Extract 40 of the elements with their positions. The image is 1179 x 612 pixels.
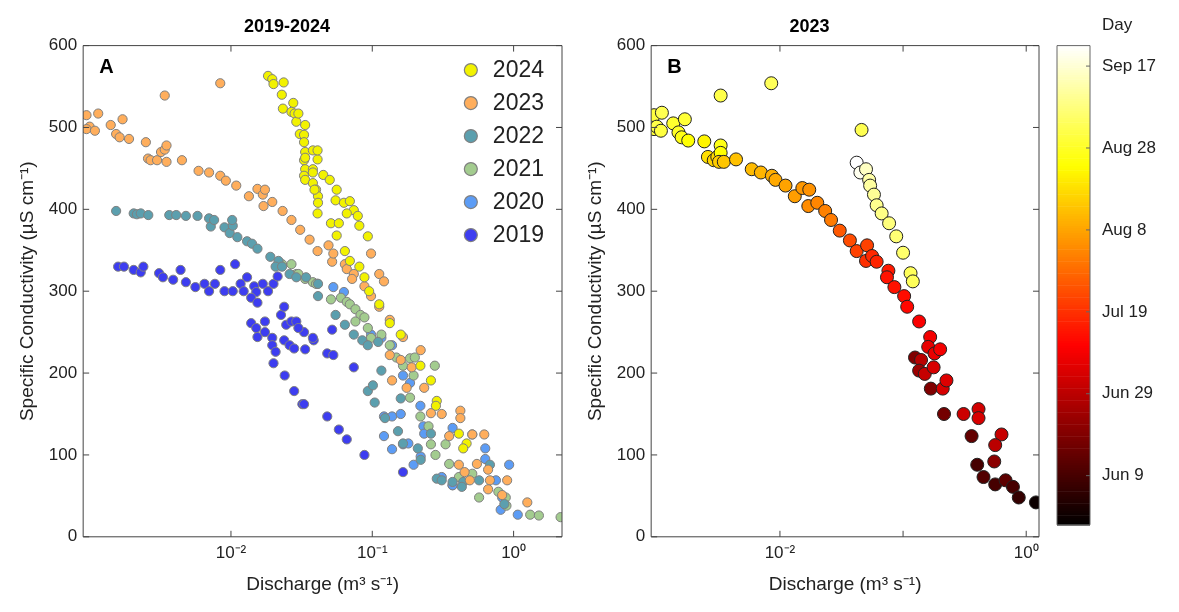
annotation: A <box>99 55 114 78</box>
y-tick-label: 400 <box>616 199 646 219</box>
annotation: B <box>667 55 682 78</box>
x-tick-label: 10⁻¹ <box>356 542 388 562</box>
legend-label: 2023 <box>492 89 545 116</box>
legend-label: 2020 <box>492 188 545 215</box>
y-tick-label: 300 <box>48 280 78 300</box>
color-bar-label: Aug 8 <box>1102 219 1147 239</box>
color-bar-title: Day <box>1102 15 1133 35</box>
color-bar-label: Sep 17 <box>1102 55 1156 75</box>
chart-title: 2023 <box>789 15 830 36</box>
y-tick-label: 300 <box>616 280 646 300</box>
x-axis-title: Discharge (m³ s⁻¹) <box>246 572 399 594</box>
y-tick-label: 500 <box>616 117 646 137</box>
y-tick-label: 200 <box>48 362 78 382</box>
color-bar-label: Aug 28 <box>1102 137 1156 157</box>
y-tick-label: 0 <box>635 526 646 546</box>
color-bar-label: Jun 29 <box>1102 383 1154 403</box>
y-axis-title: Specific Conductivity (µS cm⁻¹) <box>583 161 605 422</box>
y-tick-label: 400 <box>48 199 78 219</box>
legend-label: 2019 <box>492 221 545 248</box>
x-tick-label: 10⁻² <box>215 542 247 562</box>
y-tick-label: 0 <box>67 526 78 546</box>
y-tick-label: 200 <box>616 362 646 382</box>
y-tick-label: 600 <box>616 35 646 55</box>
chart-title: 2019-2024 <box>243 15 331 36</box>
y-tick-label: 600 <box>48 35 78 55</box>
y-tick-label: 100 <box>616 444 646 464</box>
y-tick-label: 100 <box>48 444 78 464</box>
x-tick-label: 10⁰ <box>501 542 527 562</box>
y-tick-label: 500 <box>48 117 78 137</box>
y-axis-title: Specific Conductivity (µS cm⁻¹) <box>15 161 37 422</box>
legend-label: 2024 <box>492 56 545 83</box>
color-bar-label: Jul 19 <box>1102 301 1148 321</box>
x-axis-title: Discharge (m³ s⁻¹) <box>768 572 922 594</box>
legend-label: 2022 <box>492 122 545 149</box>
x-tick-label: 10⁰ <box>1013 542 1039 562</box>
color-bar-label: Jun 9 <box>1102 465 1144 485</box>
x-tick-label: 10⁻² <box>764 542 796 562</box>
legend-label: 2021 <box>492 155 545 182</box>
